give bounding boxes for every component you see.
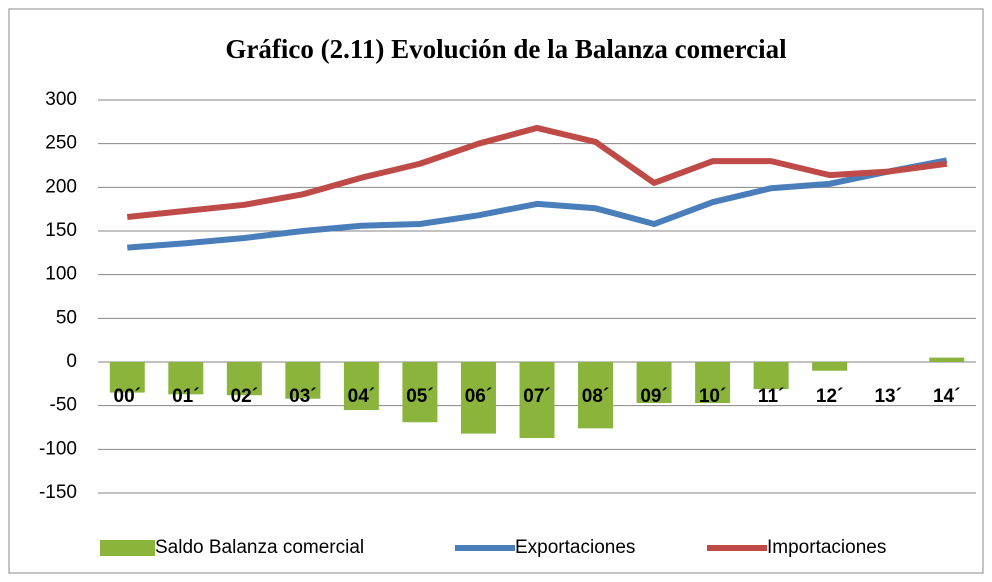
bar: [753, 362, 789, 390]
bar: [168, 362, 204, 395]
x-tick-label: 14´: [933, 386, 960, 407]
legend-label: Exportaciones: [515, 537, 635, 558]
x-tick-label: 06´: [465, 386, 492, 407]
y-tick-label: 0: [66, 351, 77, 372]
bar: [636, 362, 672, 404]
legend-label: Importaciones: [767, 537, 886, 558]
bar: [226, 362, 262, 396]
chart-title: Gráfico (2.11) Evolución de la Balanza c…: [225, 34, 787, 64]
x-tick-label: 00´: [114, 386, 141, 407]
bar: [109, 362, 145, 393]
bar: [460, 362, 496, 434]
x-tick-label: 02´: [231, 386, 258, 407]
y-tick-label: 250: [45, 133, 77, 154]
x-tick-label: 09´: [640, 386, 667, 407]
bar: [285, 362, 321, 399]
x-tick-label: 12´: [816, 386, 843, 407]
legend-swatch: [100, 540, 155, 556]
bar: [402, 362, 438, 423]
x-tick-label: 08´: [582, 386, 609, 407]
y-tick-label: 50: [56, 307, 77, 328]
x-tick-label: 03´: [289, 386, 316, 407]
y-tick-label: 100: [45, 264, 77, 285]
x-tick-label: 01´: [172, 386, 199, 407]
line: [127, 157, 948, 251]
x-tick-label: 07´: [523, 386, 550, 407]
y-tick-label: -50: [50, 395, 77, 416]
chart-border: [8, 8, 984, 574]
x-tick-label: 11´: [758, 386, 784, 407]
bar: [343, 362, 379, 411]
x-tick-label: 10´: [699, 386, 726, 407]
x-tick-label: 13´: [874, 386, 901, 407]
bar: [578, 362, 614, 429]
bar: [812, 362, 848, 371]
y-tick-label: 150: [45, 220, 77, 241]
bar: [929, 357, 965, 362]
line: [126, 124, 948, 221]
bar: [695, 362, 731, 404]
bar: [519, 362, 555, 438]
legend-label: Saldo Balanza comercial: [155, 537, 364, 558]
y-tick-label: 300: [45, 89, 77, 110]
x-tick-label: 05´: [406, 386, 433, 407]
x-tick-label: 04´: [348, 386, 375, 407]
y-tick-label: -150: [39, 482, 77, 503]
y-tick-label: -100: [39, 438, 77, 459]
y-tick-label: 200: [45, 176, 77, 197]
